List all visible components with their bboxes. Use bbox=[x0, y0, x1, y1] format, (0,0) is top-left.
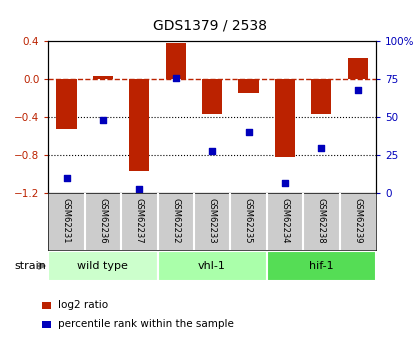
Bar bbox=[311, 79, 331, 115]
Bar bbox=[165, 43, 186, 79]
Text: strain: strain bbox=[14, 261, 46, 271]
Bar bbox=[267, 251, 376, 281]
Bar bbox=[93, 76, 113, 79]
Bar bbox=[348, 58, 368, 79]
Point bbox=[245, 130, 252, 135]
Text: percentile rank within the sample: percentile rank within the sample bbox=[58, 319, 234, 329]
Text: GDS1379 / 2538: GDS1379 / 2538 bbox=[153, 19, 267, 33]
Bar bbox=[48, 251, 158, 281]
Text: GSM62237: GSM62237 bbox=[135, 198, 144, 243]
Bar bbox=[158, 251, 267, 281]
Text: GSM62234: GSM62234 bbox=[281, 198, 289, 243]
Text: wild type: wild type bbox=[77, 261, 129, 271]
Bar bbox=[275, 79, 295, 157]
Bar bbox=[129, 79, 150, 171]
Point bbox=[281, 180, 288, 185]
Bar bbox=[202, 79, 222, 115]
Point bbox=[318, 145, 325, 150]
Text: GSM62238: GSM62238 bbox=[317, 198, 326, 243]
Text: vhl-1: vhl-1 bbox=[198, 261, 226, 271]
Text: log2 ratio: log2 ratio bbox=[58, 300, 108, 310]
Bar bbox=[57, 79, 76, 129]
Bar bbox=[239, 79, 259, 92]
Text: GSM62232: GSM62232 bbox=[171, 198, 180, 243]
Text: GSM62236: GSM62236 bbox=[98, 198, 108, 243]
Point bbox=[63, 175, 70, 181]
Point bbox=[172, 75, 179, 81]
Text: hif-1: hif-1 bbox=[309, 261, 333, 271]
Point bbox=[136, 186, 143, 191]
Text: GSM62233: GSM62233 bbox=[207, 198, 217, 243]
Point bbox=[209, 148, 215, 154]
Point bbox=[100, 118, 106, 123]
Text: GSM62235: GSM62235 bbox=[244, 198, 253, 243]
Text: GSM62239: GSM62239 bbox=[353, 198, 362, 243]
Text: GSM62231: GSM62231 bbox=[62, 198, 71, 243]
Point bbox=[354, 87, 361, 93]
